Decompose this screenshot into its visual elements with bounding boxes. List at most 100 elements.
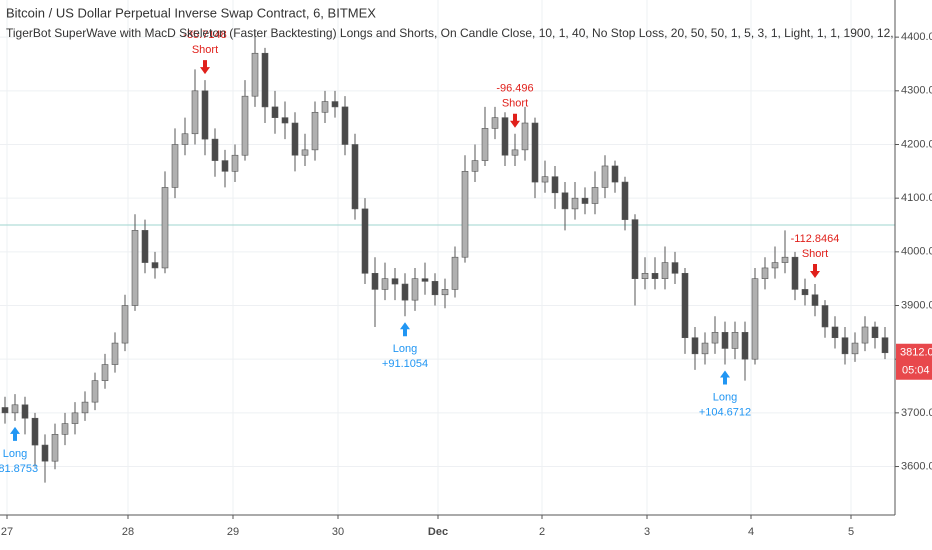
- candle-body: [181, 133, 189, 145]
- candle-body: [501, 117, 509, 156]
- candle-body: [711, 332, 719, 344]
- signal-side: Short: [502, 98, 528, 110]
- axes: 3600.03700.03800.03900.04000.04100.04200…: [1, 31, 932, 538]
- signal-side: Long: [713, 391, 737, 403]
- candle-body: [191, 90, 199, 135]
- candle-body: [81, 401, 89, 414]
- y-tick-label: 4200.0: [901, 138, 932, 150]
- candle-body: [521, 122, 529, 151]
- grid: [0, 0, 895, 515]
- candle-body: [601, 165, 609, 188]
- x-tick-label: 28: [122, 526, 134, 538]
- short-arrow: [200, 60, 210, 75]
- candle-body: [701, 342, 709, 355]
- candle-body: [301, 149, 309, 156]
- y-tick-label: 3900.0: [901, 299, 932, 311]
- y-tick-label: 4000.0: [901, 246, 932, 258]
- candle-body: [561, 192, 569, 210]
- short-arrow: [810, 264, 820, 279]
- candle-body: [451, 256, 459, 290]
- study-legend: TigerBot SuperWave with MacD Skeleton (F…: [6, 26, 932, 40]
- candle-body: [91, 380, 99, 403]
- candle-body: [121, 305, 129, 344]
- candle-body: [51, 434, 59, 462]
- y-tick-label: 3700.0: [901, 407, 932, 419]
- candle-body: [731, 332, 739, 349]
- candle-body: [11, 404, 19, 414]
- candle-body: [481, 128, 489, 161]
- signal-pnl: +91.1054: [382, 358, 428, 370]
- x-tick-label: 30: [332, 526, 344, 538]
- candle-body: [571, 197, 579, 210]
- header: Bitcoin / US Dollar Perpetual Inverse Sw…: [6, 5, 932, 40]
- candle-body: [611, 165, 619, 183]
- candle-body: [211, 138, 219, 161]
- candle-body: [861, 326, 869, 344]
- candle-body: [261, 52, 269, 108]
- candle-body: [331, 101, 339, 108]
- candle-body: [471, 160, 479, 172]
- candle-body: [271, 106, 279, 118]
- signal-side: Long: [393, 343, 417, 355]
- candle-body: [251, 52, 259, 97]
- y-tick-label: 4300.0: [901, 85, 932, 97]
- candle-body: [651, 273, 659, 279]
- signal-pnl: +81.8753: [0, 463, 38, 475]
- candle-body: [491, 117, 499, 129]
- signal-pnl: -112.8464: [791, 233, 840, 245]
- candle-body: [441, 289, 449, 296]
- candle-body: [311, 111, 319, 151]
- long-arrow: [720, 370, 730, 385]
- signal-side: Short: [802, 248, 828, 260]
- x-tick-label: 29: [227, 526, 239, 538]
- candle-body: [41, 444, 49, 462]
- candle-body: [351, 144, 359, 210]
- candle-body: [231, 154, 239, 172]
- candle-body: [681, 273, 689, 339]
- candle-body: [61, 423, 69, 435]
- candle-body: [171, 144, 179, 188]
- candle-body: [811, 294, 819, 306]
- candle-body: [201, 90, 209, 140]
- candle-body: [551, 176, 559, 194]
- long-arrow: [10, 426, 20, 441]
- candle-body: [21, 404, 29, 419]
- candle-body: [631, 219, 639, 279]
- y-tick-label: 3600.0: [901, 460, 932, 472]
- candle-body: [851, 342, 859, 355]
- candle-body: [741, 332, 749, 360]
- candle-body: [461, 171, 469, 258]
- candle-body: [241, 95, 249, 156]
- candle-body: [111, 342, 119, 365]
- candle-body: [281, 117, 289, 124]
- x-tick-label: 4: [748, 526, 754, 538]
- last-price-box: [896, 343, 932, 380]
- candle-body: [141, 230, 149, 263]
- chart-title: Bitcoin / US Dollar Perpetual Inverse Sw…: [6, 5, 376, 20]
- candle-body: [781, 256, 789, 263]
- short-arrow: [510, 113, 520, 128]
- candle-body: [411, 278, 419, 301]
- candle-body: [661, 262, 669, 279]
- candle-body: [821, 305, 829, 328]
- candle-body: [151, 262, 159, 269]
- x-tick-label: 2: [539, 526, 545, 538]
- last-price-label: 3812.0: [900, 347, 932, 359]
- candle-body: [1, 407, 9, 414]
- candle-body: [791, 256, 799, 290]
- x-tick-label: 5: [848, 526, 854, 538]
- candle-body: [641, 273, 649, 279]
- x-tick-label: 3: [644, 526, 650, 538]
- candle-body: [621, 181, 629, 220]
- candle-body: [541, 176, 549, 183]
- signal-side: Long: [3, 448, 27, 460]
- candle-body: [341, 106, 349, 145]
- candle-body: [161, 187, 169, 269]
- candle-body: [761, 267, 769, 279]
- candle-body: [581, 197, 589, 204]
- candle-body: [321, 101, 329, 113]
- candle-body: [361, 208, 369, 274]
- candle-body: [771, 262, 779, 269]
